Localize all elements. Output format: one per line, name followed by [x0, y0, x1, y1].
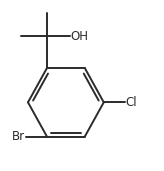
Text: Cl: Cl — [125, 96, 137, 109]
Text: Br: Br — [12, 130, 25, 143]
Text: OH: OH — [70, 30, 88, 43]
